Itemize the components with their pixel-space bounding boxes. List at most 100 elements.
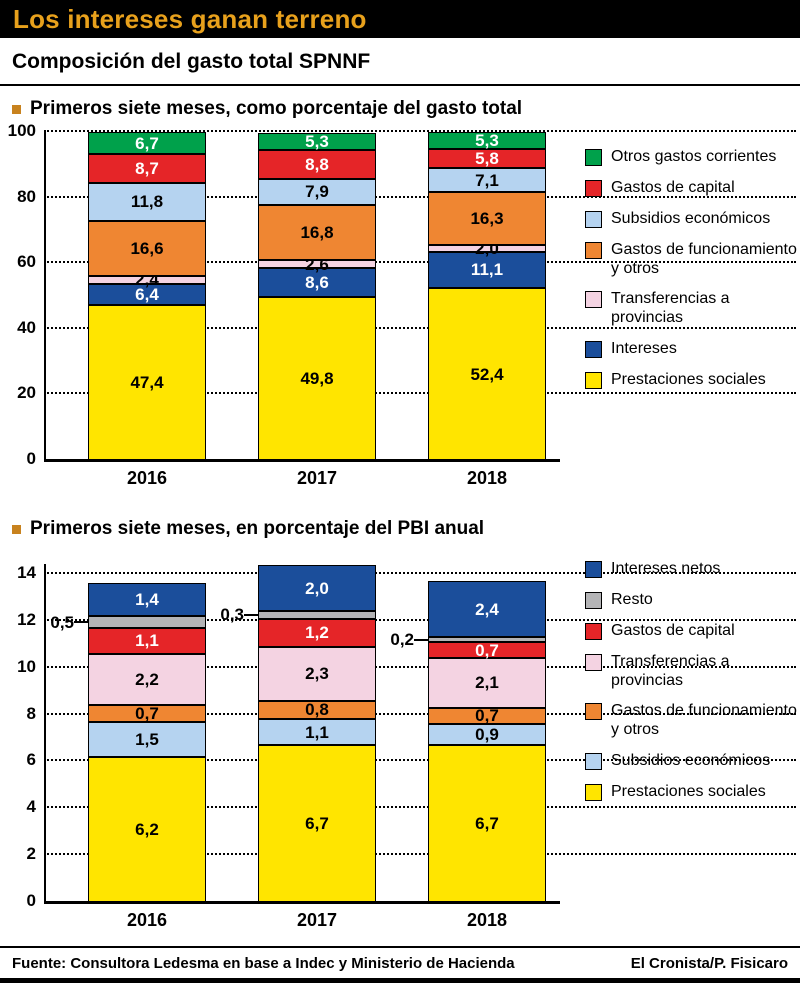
legend-item: Gastos de capital <box>585 622 797 641</box>
legend-item: Subsidios económicos <box>585 210 797 229</box>
section-bullet-icon <box>12 104 21 114</box>
y-axis-tick-label: 2 <box>26 844 36 864</box>
bar-segment: 16,8 <box>258 204 376 260</box>
y-axis-tick-label: 10 <box>17 656 36 676</box>
bar-segment-label: 6,7 <box>475 814 499 834</box>
x-axis-category-label: 2017 <box>296 910 338 930</box>
bar-segment: 6,7 <box>88 132 206 154</box>
bar-segment-callout-label: 0,5 <box>50 612 74 632</box>
legend-swatch <box>585 291 602 309</box>
bar-segment-label: 16,6 <box>130 238 164 258</box>
bar-segment: 8,8 <box>258 150 376 179</box>
bar-segment-label: 6,7 <box>135 133 159 153</box>
callout-line <box>244 613 258 616</box>
legend-swatch <box>585 179 602 197</box>
bar-segment: 1,5 <box>88 721 206 757</box>
bar-segment-label: 1,1 <box>135 631 159 651</box>
bar-segment-label: 0,9 <box>475 724 499 744</box>
x-axis-line <box>44 459 560 462</box>
legend-swatch <box>585 149 602 166</box>
bar-segment-label: 49,8 <box>300 368 334 388</box>
y-axis-tick-label: 80 <box>17 186 36 206</box>
bar-segment-label: 5,3 <box>305 131 329 151</box>
bar-segment-label: 1,4 <box>135 590 159 610</box>
section-title-label: Primeros siete meses, en porcentaje del … <box>30 518 485 539</box>
legend-item: Gastos de capital <box>585 179 797 198</box>
y-axis-tick-label: 14 <box>17 562 36 582</box>
chart-legend: Intereses netos Resto Gastos de capital Tra… <box>585 560 797 802</box>
legend-item: Transferencias a provincias <box>585 290 797 328</box>
bar-segment: 0,8 <box>258 700 376 720</box>
y-axis-tick-label: 0 <box>26 449 36 468</box>
bar-segment: 2,4 <box>88 271 206 288</box>
bar-segment: 47,4 <box>88 304 206 460</box>
y-axis-tick-label: 12 <box>17 609 36 629</box>
bar-segment-label: 0,7 <box>475 706 499 726</box>
legend-swatch <box>585 210 602 228</box>
bar-segment-label: 7,9 <box>305 182 329 202</box>
stacked-bar-chart-gasto-total: 47,4 6,4 2,4 16,6 11,8 8,7 6,7 49,8 8,6 2,6 16,8 7,… <box>0 121 800 500</box>
chart-legend: Otros gastos corrientes Gastos de capital… <box>585 148 797 390</box>
bar-segment-label: 2,6 <box>305 254 329 274</box>
legend-label: Gastos de capital <box>611 621 735 639</box>
bar-segment-label: 0,8 <box>305 700 329 720</box>
callout-line <box>414 638 428 641</box>
bar-segment: 5,3 <box>258 131 376 151</box>
bar-segment: 0,7 <box>88 705 206 722</box>
source-value: Consultora Ledesma en base a Indec y Min… <box>70 955 515 972</box>
legend-label: Subsidios económicos <box>611 752 771 770</box>
y-axis-tick-label: 40 <box>17 317 36 337</box>
section-title-label: Primeros siete meses, como porcentaje de… <box>30 98 523 119</box>
bar-segment-label: 1,2 <box>305 623 329 643</box>
bar-segment-label: 8,6 <box>305 273 329 293</box>
source-label: Fuente: <box>12 955 67 972</box>
legend-label: Gastos de funcionamiento y otros <box>611 702 797 739</box>
bar-segment: 7,9 <box>258 178 376 205</box>
legend-label: Prestaciones sociales <box>611 371 766 388</box>
gridline <box>44 571 796 574</box>
legend-swatch <box>585 591 602 609</box>
x-axis-category-label: 2018 <box>466 910 508 930</box>
bar-segment <box>88 616 206 628</box>
subtitle-divider <box>0 84 800 86</box>
legend-label: Transferencias a provincias <box>611 290 730 327</box>
chart-subtitle: Composición del gasto total SPNNF <box>12 50 371 73</box>
gridline <box>44 712 796 715</box>
legend-item: Resto <box>585 591 797 610</box>
y-axis-tick-label: 8 <box>26 703 36 723</box>
bar-segment-callout-label: 0,2 <box>390 630 414 650</box>
bar-segment: 5,8 <box>428 149 546 169</box>
bar-segment: 2,3 <box>258 646 376 701</box>
legend-swatch <box>585 372 602 389</box>
bar-segment-label: 6,2 <box>135 819 159 839</box>
y-axis-tick-label: 20 <box>17 383 36 403</box>
x-axis-line <box>44 901 560 904</box>
legend-swatch <box>585 703 602 721</box>
legend-swatch <box>585 341 602 359</box>
bar-segment: 2,4 <box>428 581 546 638</box>
footer: Fuente: Consultora Ledesma en base a Ind… <box>0 948 800 972</box>
legend-item: Intereses netos <box>585 560 797 579</box>
bar-segment <box>428 637 546 642</box>
bar-segment-label: 8,7 <box>135 158 159 178</box>
legend-label: Transferencias a provincias <box>611 652 730 689</box>
source-text: Fuente: Consultora Ledesma en base a Ind… <box>12 955 515 972</box>
legend-label: Resto <box>611 590 653 608</box>
bar-segment: 2,6 <box>258 256 376 273</box>
callout-line <box>74 621 88 624</box>
plot-area: 47,4 6,4 2,4 16,6 11,8 8,7 6,7 49,8 8,6 2,6 16,8 7,… <box>44 126 796 462</box>
legend-item: Intereses <box>585 340 797 359</box>
gridline <box>44 806 796 809</box>
legend-label: Intereses netos <box>611 560 721 577</box>
y-axis-tick-label: 100 <box>7 121 36 140</box>
bar-segment: 52,4 <box>428 288 546 460</box>
bar-segment: 2,1 <box>428 658 546 708</box>
legend-item: Gastos de funcionamiento y otros <box>585 241 797 279</box>
bar-segment-label: 5,8 <box>475 149 499 169</box>
legend-label: Intereses <box>611 340 677 358</box>
bar-segment: 6,4 <box>88 283 206 305</box>
y-axis-tick-label: 0 <box>26 891 36 910</box>
bar-segment-callout-label: 0,3 <box>220 605 244 625</box>
gridline <box>44 618 796 621</box>
y-axis-tick-label: 6 <box>26 750 36 770</box>
